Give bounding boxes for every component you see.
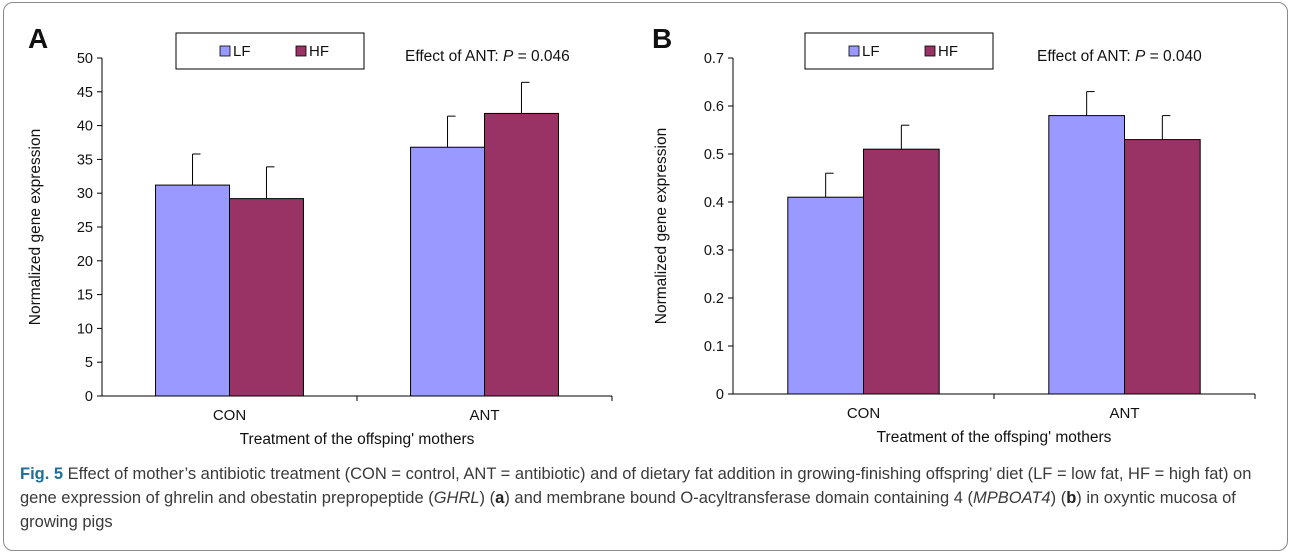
caption-figure-label: Fig. 5: [20, 465, 64, 483]
panel-a-legend-swatch-lf: [219, 45, 231, 57]
panel-b-legend-label-hf: HF: [938, 43, 958, 60]
panel-a-y-tick-label: 30: [77, 186, 93, 202]
panel-b-y-tick-label: 0.4: [704, 195, 724, 211]
figure-caption: Fig. 5 Effect of mother’s antibiotic tre…: [20, 462, 1275, 534]
panel-b-x-tick-label: ANT: [1110, 405, 1140, 422]
panel-b-x-axis-label: Treatment of the offsping' mothers: [877, 429, 1112, 446]
panel-b-legend-box: [804, 32, 994, 70]
panel-a-y-tick-label: 25: [77, 220, 93, 236]
panel-a-bar-hf-ant: [484, 112, 559, 397]
caption-text-4: ) (: [1050, 489, 1067, 507]
caption-text-2: ) (: [479, 489, 496, 507]
panel-a-letter: A: [28, 23, 48, 54]
caption-text-3: ) and membrane bound O-acyltransferase d…: [504, 489, 973, 507]
panel-b-y-tick-label: 0.7: [704, 51, 724, 67]
panel-a-legend-swatch-hf: [295, 45, 307, 57]
panel-b-bar-lf-ant: [1048, 115, 1126, 395]
panel-a-bar-hf-con: [229, 198, 304, 397]
panel-a-annotation: Effect of ANT: P = 0.046: [405, 48, 570, 65]
panel-a-legend-box: [175, 32, 365, 70]
panel-a-bar-lf-ant: [410, 146, 485, 397]
caption-gene-ghrl: GHRL: [433, 489, 480, 507]
panel-a-x-tick-label: CON: [213, 407, 246, 424]
panel-a-y-tick-label: 50: [77, 51, 93, 67]
panel-a-y-tick-label: 15: [77, 288, 93, 304]
panel-b-legend-swatch-hf: [924, 45, 936, 57]
panel-b-y-tick-label: 0.5: [704, 147, 724, 163]
caption-text-1: Effect of mother’s antibiotic treatment …: [20, 465, 1252, 507]
panel-b-legend-label-lf: LF: [862, 43, 880, 60]
panel-a-y-axis-label: Normalized gene expression: [27, 129, 44, 325]
panel-a-legend-label-lf: LF: [233, 43, 251, 60]
panel-b-y-tick-label: 0.3: [704, 243, 724, 259]
panel-a-y-tick-label: 5: [85, 355, 93, 371]
panel-a-x-tick-label: ANT: [470, 407, 500, 424]
panel-b-legend-swatch-lf: [848, 45, 860, 57]
panel-b-y-tick-label: 0.6: [704, 99, 724, 115]
caption-panel-b-ref: b: [1066, 489, 1077, 507]
panel-a-y-tick-label: 20: [77, 254, 93, 270]
panel-b-annotation: Effect of ANT: P = 0.040: [1037, 48, 1202, 65]
panel-b-letter: B: [652, 23, 672, 54]
panel-a-x-axis-label: Treatment of the offsping' mothers: [240, 431, 475, 448]
panel-a-y-tick-label: 40: [77, 119, 93, 135]
panel-b-x-tick-label: CON: [847, 405, 880, 422]
panel-a-bar-lf-con: [155, 184, 230, 397]
panel-a-y-tick-label: 35: [77, 152, 93, 168]
panel-b-y-axis-label: Normalized gene expression: [653, 128, 670, 324]
panel-b-y-tick-label: 0.1: [704, 339, 724, 355]
panel-a-y-tick-label: 10: [77, 321, 93, 337]
panel-a-y-tick-label: 0: [85, 389, 93, 405]
caption-text-5: ) in oxyntic mucosa of growing pigs: [20, 489, 1236, 531]
panel-b-y-tick-label: 0.2: [704, 291, 724, 307]
caption-panel-a-ref: a: [495, 489, 505, 507]
panel-b-bar-hf-ant: [1124, 139, 1201, 395]
caption-gene-mpboat4: MPBOAT4: [972, 489, 1051, 507]
panel-b-y-tick-label: 0: [716, 387, 724, 403]
panel-a-y-tick-label: 45: [77, 85, 93, 101]
figure-charts: A 0 5 10 15 20 25 30 35 40 45 50 Normalized gene exp…: [27, 23, 1256, 448]
figure-frame: [3, 2, 1288, 551]
panel-a-legend-label-hf: HF: [309, 43, 329, 60]
panel-b-bar-hf-con: [863, 148, 940, 395]
panel-b-bar-lf-con: [787, 196, 864, 395]
